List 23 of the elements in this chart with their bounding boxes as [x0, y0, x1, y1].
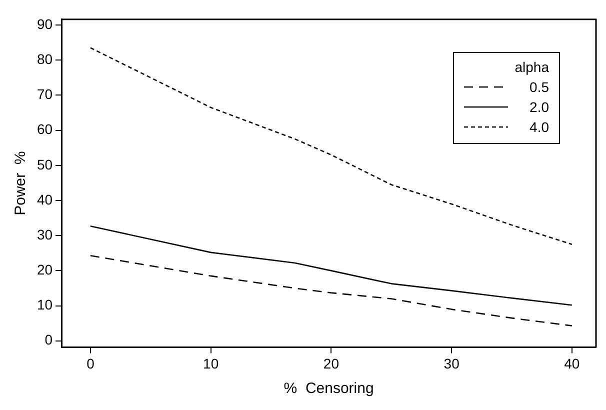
y-tick-label: 70 [36, 86, 53, 102]
legend-title: alpha [514, 59, 549, 75]
y-tick-label: 20 [36, 262, 53, 278]
x-axis-title: % Censoring [284, 380, 374, 398]
y-tick-label: 90 [36, 16, 53, 32]
y-tick-label: 40 [36, 191, 53, 208]
x-tick-label: 20 [323, 355, 340, 372]
y-tick-label: 60 [36, 121, 53, 138]
legend-label: 2.0 [530, 99, 549, 115]
legend-label: 0.5 [530, 79, 549, 95]
y-tick-label: 0 [44, 332, 53, 348]
line-series [90, 254, 573, 326]
legend-label: 4.0 [530, 119, 549, 135]
x-tick-label: 30 [444, 355, 460, 372]
y-axis-title: Power % [12, 151, 30, 216]
x-tick-label: 10 [203, 355, 219, 372]
x-tick-label: 40 [564, 355, 580, 372]
y-tick-label: 80 [36, 50, 53, 67]
line-series [90, 47, 573, 246]
y-tick-label: 50 [36, 156, 53, 172]
y-tick-label: 10 [36, 296, 53, 313]
y-tick-label: 30 [36, 226, 53, 242]
x-tick-label: 0 [86, 355, 95, 372]
